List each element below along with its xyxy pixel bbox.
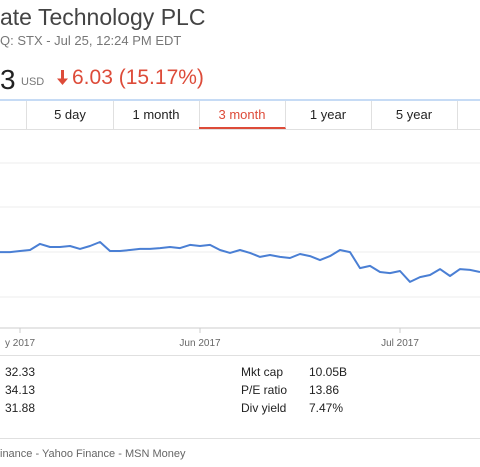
tab[interactable]: 5 year xyxy=(371,101,458,129)
stat-label: P/E ratio xyxy=(241,383,288,397)
stat-value: 7.47% xyxy=(309,401,344,415)
tab-top-border xyxy=(0,99,480,101)
separator xyxy=(0,355,480,356)
tab[interactable]: 1 month xyxy=(113,101,200,129)
chart: y 2017 Jun 2017 Jul 2017 xyxy=(0,162,480,349)
footer-separator xyxy=(0,438,480,439)
price-change: 6.03 (15.17%) xyxy=(72,66,204,89)
stat-value: 32.33 xyxy=(5,365,36,379)
down-arrow xyxy=(57,70,68,85)
tab-divider xyxy=(26,101,27,129)
x-tick-label: Jun 2017 xyxy=(179,338,221,349)
stat-value: 34.13 xyxy=(5,383,36,397)
price-line xyxy=(0,241,480,283)
currency: USD xyxy=(21,76,45,88)
tab[interactable]: 5 day xyxy=(27,101,114,129)
company-name: ate Technology PLC xyxy=(0,4,206,30)
ticker-info: Q: STX - Jul 25, 12:24 PM EDT xyxy=(0,33,182,48)
footer-links: inance - Yahoo Finance - MSN Money xyxy=(0,448,186,460)
stat-value: 31.88 xyxy=(5,401,36,415)
tab[interactable]: 1 year xyxy=(285,101,372,129)
stat-value: 13.86 xyxy=(309,383,340,397)
stat-label: Div yield xyxy=(241,401,287,415)
stat-label: Mkt cap xyxy=(241,365,284,379)
x-tick-label: Jul 2017 xyxy=(381,338,419,349)
x-tick-label: y 2017 xyxy=(5,338,35,349)
price: 3 xyxy=(0,64,16,95)
tab[interactable]: 3 month xyxy=(199,101,286,129)
tab-bottom-border xyxy=(0,129,480,130)
stat-value: 10.05B xyxy=(309,365,348,379)
